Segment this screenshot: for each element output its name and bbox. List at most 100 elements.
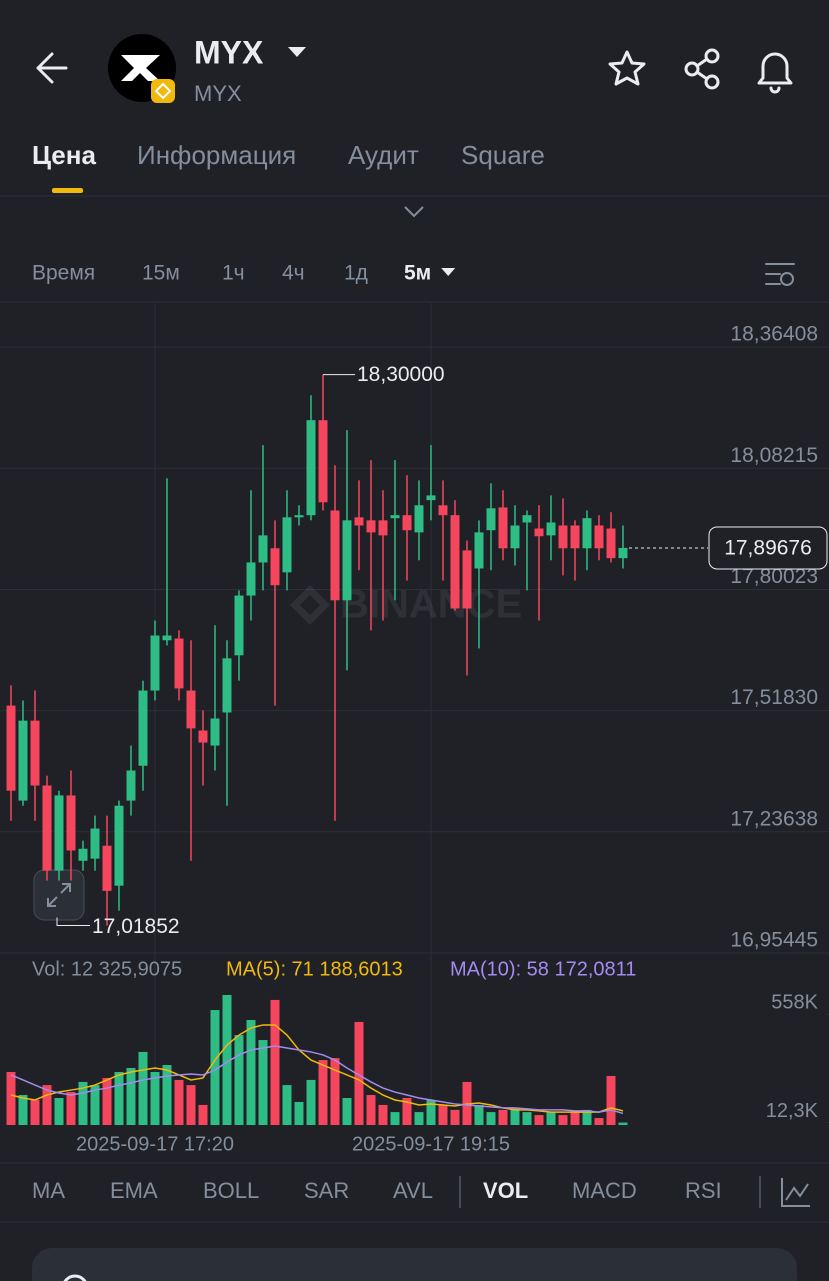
candle-body — [246, 562, 256, 596]
indicator-tab[interactable]: RSI — [685, 1178, 722, 1203]
volume-bar — [162, 1065, 172, 1125]
volume-bar — [150, 1071, 160, 1125]
timeframe[interactable]: 1д — [344, 262, 368, 285]
candle-body — [18, 720, 28, 801]
volume-bar — [402, 1098, 412, 1125]
volume-bar — [54, 1098, 64, 1125]
volume-bar — [354, 1021, 364, 1125]
indicator-tab[interactable]: SAR — [304, 1178, 349, 1203]
candle-body — [66, 795, 76, 851]
candle-body — [426, 495, 436, 501]
candle-body — [606, 528, 616, 559]
volume-bar — [318, 1060, 328, 1125]
candle-body — [366, 520, 376, 533]
y-tick-label: 18,36408 — [730, 323, 818, 346]
title: MYX — [194, 34, 264, 70]
volume-bar — [42, 1085, 52, 1125]
volume-bar — [270, 999, 280, 1125]
y-tick-label: 17,23638 — [730, 807, 818, 830]
candle-body — [258, 535, 268, 563]
title-dropdown[interactable] — [288, 47, 306, 57]
candle-body — [534, 528, 544, 537]
tab[interactable]: Информация — [137, 140, 296, 170]
indicator-tab[interactable]: AVL — [393, 1178, 433, 1203]
candle-body — [450, 515, 460, 609]
candle-body — [126, 770, 136, 801]
volume-bar — [618, 1122, 628, 1125]
volume-bar — [510, 1107, 520, 1125]
candle-body — [618, 547, 628, 559]
timeframe[interactable]: 4ч — [282, 262, 305, 285]
indicator-tab[interactable]: MA — [32, 1178, 65, 1203]
candle-body — [522, 515, 532, 523]
volume-bar — [366, 1095, 376, 1125]
volume-bar — [258, 1040, 268, 1125]
watermark: BINANCE — [340, 583, 522, 627]
card-icon — [63, 1274, 87, 1281]
candle-body — [186, 690, 196, 729]
volume-bar — [438, 1104, 448, 1125]
chart-settings[interactable] — [765, 263, 795, 286]
candle-body — [114, 805, 124, 886]
y-tick-label: 16,95445 — [730, 929, 818, 952]
timeframe[interactable]: Время — [32, 262, 95, 285]
candle-body — [282, 517, 292, 573]
timeframe-dropdown[interactable] — [441, 268, 456, 276]
candle-body — [6, 705, 16, 791]
candle-body — [90, 828, 100, 859]
candle-body — [318, 420, 328, 503]
volume-bar — [498, 1109, 508, 1125]
low-marker — [56, 917, 90, 926]
timeframe[interactable]: 15м — [142, 262, 180, 285]
ma5-label: MA(5): 71 188,6013 — [226, 958, 403, 980]
volume-bar — [198, 1104, 208, 1125]
volume-bar — [558, 1115, 568, 1125]
volume-bar — [222, 994, 232, 1125]
volume-ma-line — [10, 1024, 624, 1113]
indicator-settings[interactable] — [781, 1178, 810, 1207]
tab[interactable]: Аудит — [348, 140, 419, 170]
indicator-tab[interactable]: BOLL — [203, 1178, 259, 1203]
volume-bar — [546, 1112, 556, 1125]
low-label: 17,01852 — [92, 915, 180, 938]
candle-body — [138, 690, 148, 766]
candle-body — [438, 505, 448, 516]
candle-body — [162, 635, 172, 641]
fullscreen-button[interactable] — [33, 869, 85, 921]
candle-body — [462, 550, 472, 609]
share-button[interactable] — [684, 48, 720, 90]
volume-bar — [534, 1115, 544, 1125]
candle-body — [42, 785, 52, 871]
volume-bar — [582, 1109, 592, 1125]
indicator-tab[interactable]: MACD — [572, 1178, 637, 1203]
volume-bar — [174, 1079, 184, 1125]
back-button[interactable] — [36, 52, 68, 84]
indicator-tab[interactable]: EMA — [110, 1178, 158, 1203]
favorite-button[interactable] — [608, 50, 646, 86]
candle-body — [510, 525, 520, 549]
volume-bar — [186, 1085, 196, 1125]
volume-bar — [90, 1085, 100, 1125]
candle-body — [150, 635, 160, 691]
candle-body — [78, 848, 88, 861]
volume-bar — [66, 1092, 76, 1125]
volume-bar — [330, 1058, 340, 1125]
volume-bar — [522, 1112, 532, 1125]
volume-bar — [138, 1051, 148, 1125]
last-price-label: 17,89676 — [724, 536, 812, 559]
candle-body — [342, 520, 352, 601]
timeframe[interactable]: 5м — [404, 262, 431, 285]
expand-chevron[interactable] — [404, 206, 424, 218]
tab[interactable]: Square — [461, 140, 545, 170]
alert-button[interactable] — [757, 52, 793, 94]
tab[interactable]: Цена — [32, 140, 96, 170]
candle-body — [582, 518, 592, 549]
candle-body — [306, 420, 316, 516]
timeframe[interactable]: 1ч — [222, 262, 245, 285]
high-label: 18,30000 — [357, 363, 445, 386]
indicator-tab[interactable]: VOL — [483, 1178, 528, 1203]
candle-body — [390, 515, 400, 519]
volume-bar — [30, 1099, 40, 1125]
